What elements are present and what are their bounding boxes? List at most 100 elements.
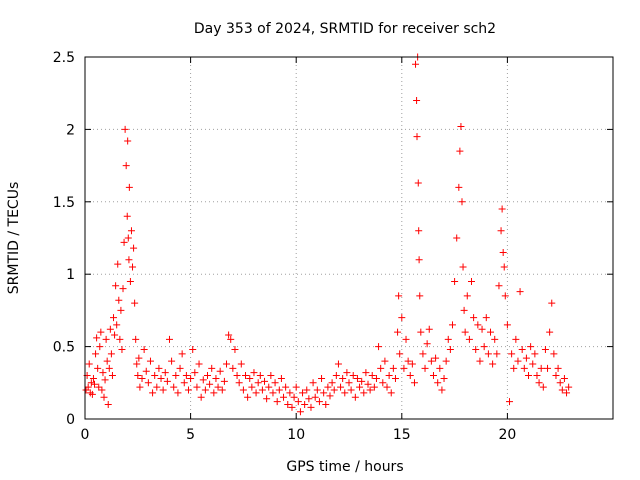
y-tick-label: 1.5 bbox=[53, 195, 75, 211]
data-point bbox=[267, 372, 275, 380]
data-point bbox=[370, 383, 378, 391]
data-point bbox=[244, 393, 252, 401]
data-point bbox=[99, 369, 107, 377]
data-point bbox=[290, 393, 298, 401]
data-point bbox=[353, 374, 361, 382]
data-point bbox=[537, 364, 545, 372]
data-point bbox=[402, 335, 410, 343]
data-point bbox=[472, 345, 480, 353]
data-point bbox=[345, 379, 353, 387]
data-point bbox=[406, 372, 414, 380]
data-point bbox=[458, 198, 466, 206]
axis-ticks: 0 5 10 15 20 0 0.5 1 1.5 2 2.5 bbox=[53, 50, 613, 443]
data-point bbox=[220, 377, 228, 385]
data-point bbox=[453, 234, 461, 242]
data-point bbox=[223, 360, 231, 368]
data-point bbox=[429, 372, 437, 380]
data-point bbox=[305, 395, 313, 403]
data-point bbox=[237, 360, 245, 368]
data-point bbox=[417, 328, 425, 336]
data-point bbox=[111, 331, 119, 339]
data-point bbox=[522, 354, 530, 362]
data-point bbox=[487, 328, 495, 336]
data-point bbox=[404, 357, 412, 365]
data-point bbox=[525, 372, 533, 380]
data-point bbox=[161, 369, 169, 377]
data-point bbox=[565, 383, 573, 391]
data-point bbox=[258, 386, 266, 394]
data-point bbox=[303, 386, 311, 394]
data-point bbox=[552, 372, 560, 380]
data-point bbox=[360, 389, 368, 397]
data-point bbox=[104, 401, 112, 409]
data-point bbox=[493, 350, 501, 358]
data-point bbox=[512, 335, 520, 343]
data-point bbox=[130, 244, 138, 252]
plot-frame bbox=[84, 56, 614, 420]
data-point bbox=[134, 372, 142, 380]
data-point bbox=[271, 379, 279, 387]
data-point bbox=[533, 372, 541, 380]
data-point bbox=[320, 389, 328, 397]
data-point bbox=[286, 389, 294, 397]
data-point bbox=[153, 383, 161, 391]
data-point bbox=[225, 331, 233, 339]
data-point bbox=[410, 379, 418, 387]
data-point bbox=[142, 367, 150, 375]
data-point bbox=[379, 379, 387, 387]
data-point bbox=[101, 376, 109, 384]
data-point bbox=[385, 372, 393, 380]
data-point bbox=[174, 389, 182, 397]
data-point bbox=[124, 137, 132, 145]
data-point bbox=[122, 162, 130, 170]
data-point bbox=[210, 389, 218, 397]
y-tick-label: 0 bbox=[66, 412, 75, 428]
data-point bbox=[288, 403, 296, 411]
data-point bbox=[265, 383, 273, 391]
data-point bbox=[432, 354, 440, 362]
x-tick-label: 10 bbox=[287, 427, 305, 443]
data-point bbox=[535, 379, 543, 387]
data-point bbox=[383, 383, 391, 391]
data-point bbox=[172, 372, 180, 380]
data-point bbox=[106, 325, 114, 333]
data-point bbox=[180, 379, 188, 387]
data-point bbox=[478, 325, 486, 333]
data-point bbox=[132, 335, 140, 343]
data-point bbox=[444, 335, 452, 343]
data-point bbox=[216, 367, 224, 375]
data-point bbox=[412, 60, 420, 68]
data-point bbox=[337, 383, 345, 391]
data-point bbox=[427, 357, 435, 365]
data-point bbox=[456, 147, 464, 155]
data-point bbox=[482, 314, 490, 322]
data-point bbox=[442, 357, 450, 365]
data-point bbox=[318, 374, 326, 382]
data-point bbox=[239, 386, 247, 394]
data-point bbox=[261, 377, 269, 385]
data-point bbox=[282, 383, 290, 391]
data-point bbox=[560, 374, 568, 382]
data-point bbox=[465, 335, 473, 343]
data-point bbox=[112, 282, 120, 290]
y-tick-label: 2 bbox=[66, 122, 75, 138]
data-point bbox=[97, 328, 105, 336]
data-point bbox=[311, 393, 319, 401]
data-point bbox=[199, 376, 207, 384]
y-axis-label: SRMTID / TECUs bbox=[6, 182, 22, 295]
data-point bbox=[242, 372, 250, 380]
data-point bbox=[440, 374, 448, 382]
data-point bbox=[118, 345, 126, 353]
data-point bbox=[395, 292, 403, 300]
data-point bbox=[125, 256, 133, 264]
data-point bbox=[138, 374, 146, 382]
data-point bbox=[89, 374, 97, 382]
data-point bbox=[208, 364, 216, 372]
data-point bbox=[548, 299, 556, 307]
data-point bbox=[201, 386, 209, 394]
data-point bbox=[531, 350, 539, 358]
y-tick-label: 0.5 bbox=[53, 340, 75, 356]
data-point bbox=[309, 379, 317, 387]
data-point bbox=[197, 393, 205, 401]
data-point bbox=[375, 343, 383, 351]
